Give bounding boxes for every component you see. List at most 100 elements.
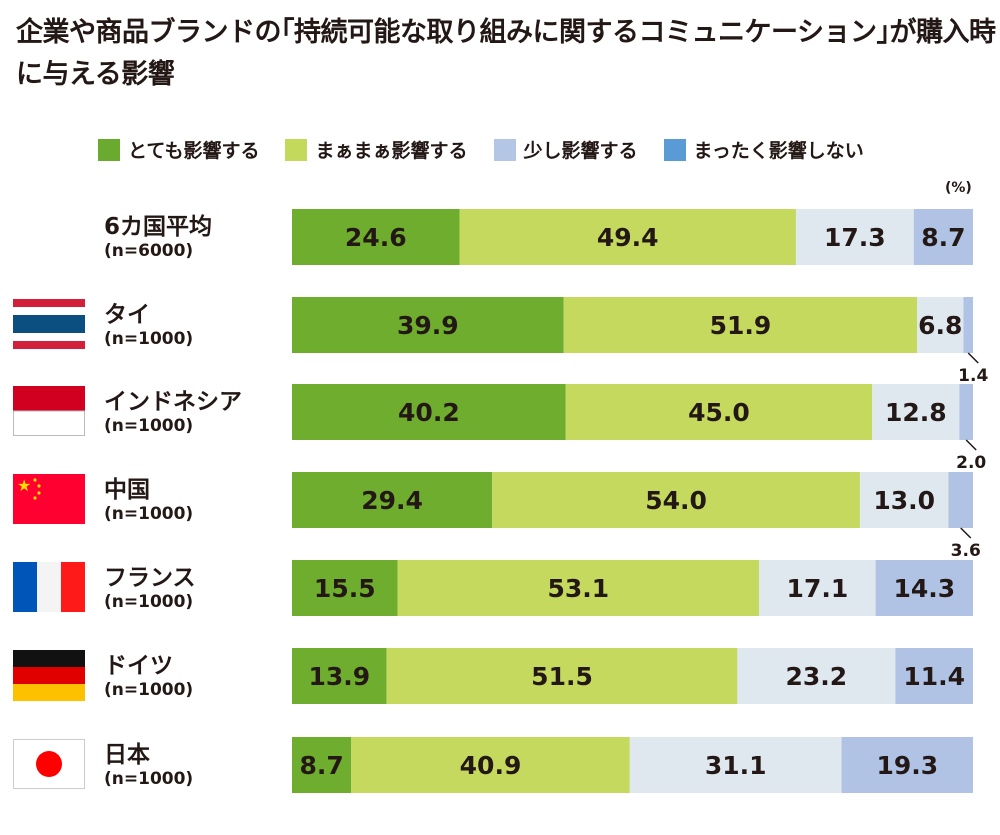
data-label: 12.8: [885, 398, 947, 427]
thailand-flag-icon: [13, 299, 85, 307]
data-label: 29.4: [361, 486, 423, 515]
bar-segment: [629, 737, 842, 793]
category-name: 6カ国平均: [104, 214, 213, 240]
bar-segment: [292, 297, 564, 353]
category-label: インドネシア (n=1000): [104, 382, 242, 436]
data-label: 39.9: [397, 311, 459, 340]
bar-segment: [459, 209, 796, 265]
thailand-flag-icon: [13, 333, 85, 341]
china-flag-star-icon: [33, 478, 37, 482]
data-label: 13.9: [308, 662, 370, 691]
bar-segment: [397, 560, 760, 616]
category-name: フランス: [104, 565, 196, 591]
china-flag-icon: [13, 474, 85, 524]
data-label: 13.0: [873, 486, 935, 515]
thailand-flag-icon: [13, 341, 85, 349]
bar-segment: [959, 384, 973, 440]
category-label: ドイツ (n=1000): [104, 646, 193, 700]
bar-segment: [292, 209, 460, 265]
data-label: 49.4: [597, 223, 659, 252]
data-label: 3.6: [951, 541, 981, 561]
bar-segment: [563, 297, 918, 353]
bar-segment: [292, 472, 493, 528]
legend-label: とても影響する: [128, 140, 260, 162]
unit-label: (%): [945, 180, 972, 196]
bar-segment: [351, 737, 630, 793]
data-label: 1.4: [958, 366, 988, 386]
data-label: 8.7: [921, 223, 965, 252]
sample-size: (n=1000): [104, 680, 194, 700]
bar-segment: [795, 209, 914, 265]
category-name: 中国: [104, 477, 150, 503]
category-name: 日本: [104, 742, 150, 768]
bar-segment: [872, 384, 960, 440]
bar-segment: [895, 648, 973, 704]
bar-segment: [292, 384, 566, 440]
sample-size: (n=1000): [104, 592, 194, 612]
bar-segment: [859, 472, 949, 528]
data-label: 23.2: [786, 662, 848, 691]
france-flag-icon: [13, 562, 37, 612]
leader-line: [960, 527, 972, 539]
leader-line: [965, 439, 977, 451]
data-label: 17.1: [787, 574, 849, 603]
data-label: 54.0: [645, 486, 707, 515]
data-label: 40.2: [398, 398, 460, 427]
bar-segment: [963, 297, 973, 353]
category-label: 日本 (n=1000): [104, 735, 193, 789]
legend-item: 少し影響する: [493, 136, 638, 163]
chart-title: 企業や商品ブランドの｢持続可能な取り組みに関するコミュニケーション｣が購入時に与…: [16, 17, 996, 90]
bar-segment: [492, 472, 860, 528]
legend-item: とても影響する: [98, 136, 259, 163]
china-flag-star-icon: [37, 484, 41, 488]
data-label: 45.0: [688, 398, 750, 427]
data-label: 6.8: [918, 311, 962, 340]
china-flag-star-icon: ★: [17, 476, 31, 495]
data-label: 40.9: [460, 751, 522, 780]
bar-segment: [386, 648, 738, 704]
category-name: ドイツ: [104, 653, 173, 679]
bar-segment: [841, 737, 973, 793]
leader-line: [967, 352, 979, 364]
legend-item: まぁまぁ影響する: [285, 136, 468, 163]
data-label: 19.3: [876, 751, 938, 780]
bar-segment: [292, 560, 398, 616]
germany-flag-icon: [13, 667, 85, 684]
legend-label: まったく影響しない: [693, 140, 864, 162]
legend-swatch: [663, 138, 686, 161]
category-label: フランス (n=1000): [104, 558, 196, 612]
bar-segment: [913, 209, 973, 265]
category-name: タイ: [104, 302, 150, 328]
sample-size: (n=1000): [104, 329, 194, 349]
data-label: 14.3: [893, 574, 955, 603]
bar-segment: [292, 648, 387, 704]
china-flag-star-icon: [33, 496, 37, 500]
data-label: 17.3: [824, 223, 886, 252]
sample-size: (n=6000): [104, 241, 194, 261]
category-label: 中国 (n=1000): [104, 470, 193, 524]
bar-segment: [875, 560, 973, 616]
indonesia-flag-icon: [13, 410, 85, 436]
legend-label: まぁまぁ影響する: [315, 140, 468, 162]
data-label: 53.1: [548, 574, 610, 603]
japan-flag-icon: [36, 751, 62, 777]
germany-flag-icon: [13, 684, 85, 701]
indonesia-flag-icon: [13, 386, 85, 411]
legend-item: まったく影響しない: [663, 136, 864, 163]
legend-swatch: [493, 138, 516, 161]
bar-segment: [737, 648, 896, 704]
china-flag-star-icon: [37, 491, 41, 495]
bar-segment: [917, 297, 964, 353]
bar-segment: [565, 384, 873, 440]
germany-flag-icon: [13, 650, 85, 667]
thailand-flag-icon: [13, 307, 85, 315]
france-flag-icon: [37, 562, 61, 612]
sample-size: (n=1000): [104, 769, 194, 789]
legend-swatch: [98, 138, 120, 161]
sample-size: (n=1000): [104, 504, 194, 524]
legend-swatch: [285, 138, 308, 161]
data-label: 15.5: [314, 574, 376, 603]
data-label: 24.6: [345, 223, 407, 252]
data-label: 51.5: [531, 662, 593, 691]
